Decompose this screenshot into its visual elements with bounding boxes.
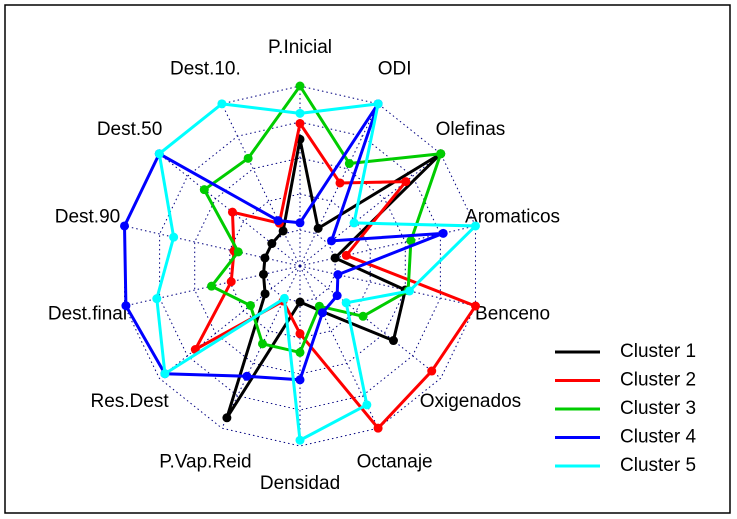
spoke (299, 265, 442, 379)
legend-label: Cluster 4 (620, 427, 696, 448)
point (233, 247, 243, 257)
point (436, 149, 446, 159)
point (121, 301, 131, 311)
point (120, 221, 130, 231)
spoke (158, 265, 301, 379)
point (401, 177, 411, 187)
axis-label: Oxigenados (420, 391, 521, 412)
point (373, 423, 383, 433)
point (358, 311, 368, 321)
point (388, 336, 398, 346)
point (227, 207, 237, 217)
point (245, 301, 255, 311)
legend-label: Cluster 1 (620, 341, 696, 362)
axis-label: P.Vap.Reid (159, 451, 251, 472)
point (260, 253, 270, 263)
axis-label: Res.Dest (90, 391, 169, 412)
point (295, 329, 305, 339)
point (160, 369, 170, 379)
point (152, 294, 162, 304)
point (332, 291, 342, 301)
point (330, 253, 340, 263)
spoke (299, 103, 379, 267)
point (260, 289, 270, 299)
point (295, 81, 305, 91)
axis-label: Dest.90 (55, 207, 120, 228)
point (427, 366, 437, 376)
axis-label: Aromaticos (465, 207, 560, 228)
point (295, 375, 305, 385)
point (258, 269, 268, 279)
point (295, 347, 305, 357)
spoke (221, 103, 301, 267)
point (199, 185, 209, 195)
point (295, 118, 305, 128)
point (279, 293, 289, 303)
point (278, 226, 288, 236)
point (273, 216, 283, 226)
point (313, 223, 323, 233)
point (242, 371, 252, 381)
point (373, 99, 383, 109)
legend-label: Cluster 5 (620, 455, 696, 476)
point (327, 236, 337, 246)
axis-label: P.Inicial (268, 37, 332, 58)
axis-label: Dest.50 (97, 119, 162, 140)
point (295, 108, 305, 118)
legend-label: Cluster 2 (620, 370, 696, 391)
spoke (299, 225, 476, 267)
axis-label: Densidad (260, 473, 340, 494)
point (335, 178, 345, 188)
point (362, 400, 372, 410)
point (341, 250, 351, 260)
point (470, 301, 480, 311)
point (243, 153, 253, 163)
point (207, 281, 217, 291)
point (226, 277, 236, 287)
point (333, 270, 343, 280)
grid-ring (159, 121, 441, 411)
axis-label: Dest.final (48, 304, 127, 325)
legend-label: Cluster 3 (620, 398, 696, 419)
spoke (124, 225, 301, 267)
point (295, 435, 305, 445)
point (295, 297, 305, 307)
point (154, 149, 164, 159)
grid-ring (264, 229, 336, 303)
point (169, 232, 179, 242)
point (258, 339, 268, 349)
point (267, 239, 277, 249)
point (405, 286, 415, 296)
point (341, 298, 351, 308)
axis-label: Octanaje (357, 451, 433, 472)
point (406, 236, 416, 246)
point (349, 218, 359, 228)
spoke (299, 265, 476, 307)
point (344, 159, 354, 169)
grid-ring (229, 193, 371, 339)
point (295, 218, 305, 228)
point (438, 228, 448, 238)
spoke (299, 153, 442, 267)
point (222, 413, 232, 423)
axis-label: Benceno (475, 304, 550, 325)
point (317, 308, 327, 318)
axis-label: Dest.10. (170, 59, 241, 80)
axis-label: ODI (378, 59, 412, 80)
point (217, 99, 227, 109)
point (470, 221, 480, 231)
axis-label: Olefinas (436, 119, 506, 140)
frame (4, 4, 731, 514)
